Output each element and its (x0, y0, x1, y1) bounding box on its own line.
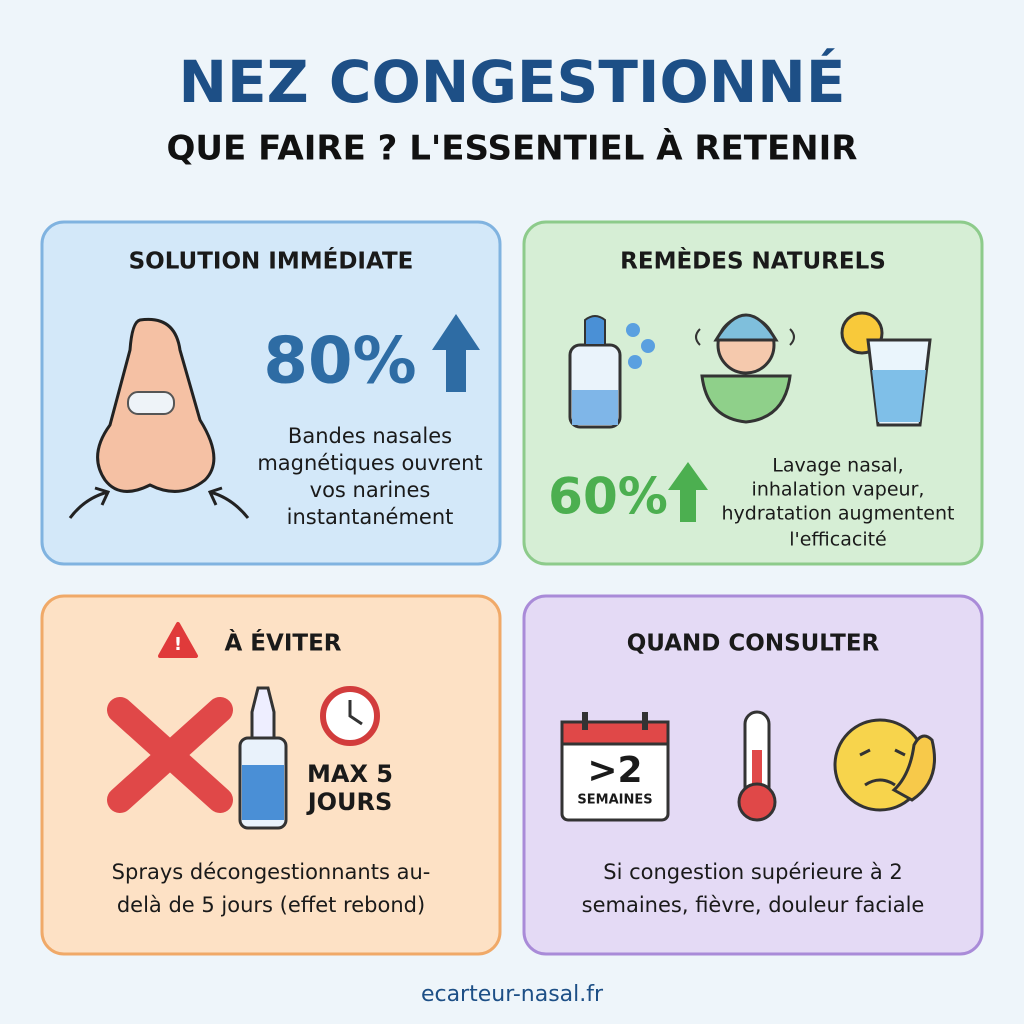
card-text: instantanément (287, 505, 454, 529)
title: NEZ CONGESTIONNÉ (179, 47, 846, 116)
drop (641, 339, 655, 353)
nasal-strip (127, 391, 175, 415)
nozzle (250, 686, 276, 740)
expression (859, 748, 906, 787)
card-title: SOLUTION IMMÉDIATE (129, 247, 414, 275)
card-text: delà de 5 jours (effet rebond) (117, 893, 425, 917)
card-text: Bandes nasales (288, 424, 452, 448)
up-arrow (668, 462, 708, 522)
consult-icons (560, 710, 936, 822)
drop (628, 355, 642, 369)
label (242, 765, 284, 820)
card-text: semaines, fièvre, douleur faciale (582, 893, 925, 917)
dropper (584, 315, 606, 346)
calendar-unit: SEMAINES (577, 793, 652, 808)
drop (626, 323, 640, 337)
bulb (737, 782, 777, 822)
stat: 80% (263, 325, 416, 399)
warning-icon (158, 622, 198, 658)
card-title: À ÉVITER (225, 629, 342, 657)
up-arrow (432, 314, 480, 392)
badge-text: MAX 5 (307, 760, 393, 788)
mercury (752, 750, 762, 800)
subtitle: QUE FAIRE ? L'ESSENTIEL À RETENIR (167, 128, 858, 169)
avoid-icons (107, 686, 380, 830)
calendar-header (560, 720, 670, 746)
water (572, 390, 618, 425)
calendar-value: >2 (587, 750, 642, 791)
towel (713, 313, 779, 342)
clock-hands (348, 700, 363, 726)
cross (107, 697, 233, 813)
footer: ecarteur-nasal.fr (421, 982, 604, 1007)
card-text: Sprays décongestionnants au- (112, 860, 431, 884)
ring (582, 712, 588, 730)
hand (891, 734, 936, 802)
remedy-icons (568, 311, 932, 429)
water (872, 370, 926, 422)
card-text: hydratation augmentent (722, 503, 955, 525)
card-text: l'efficacité (789, 529, 887, 551)
arrow (207, 486, 250, 519)
arrow (68, 486, 111, 519)
card-text: inhalation vapeur, (752, 479, 925, 501)
nose-icon (68, 317, 250, 519)
card-text: magnétiques ouvrent (257, 451, 482, 475)
warning-mark: ! (174, 634, 182, 655)
card-text: Si congestion supérieure à 2 (603, 860, 903, 884)
ring (642, 712, 648, 730)
steam (695, 328, 795, 346)
bowl (700, 374, 792, 424)
card-text: vos narines (310, 478, 431, 502)
stat: 60% (548, 468, 668, 526)
badge-text: JOURS (306, 788, 393, 816)
card-title: QUAND CONSULTER (627, 631, 880, 657)
card-text: Lavage nasal, (772, 455, 903, 477)
card-title: REMÈDES NATURELS (620, 247, 886, 275)
